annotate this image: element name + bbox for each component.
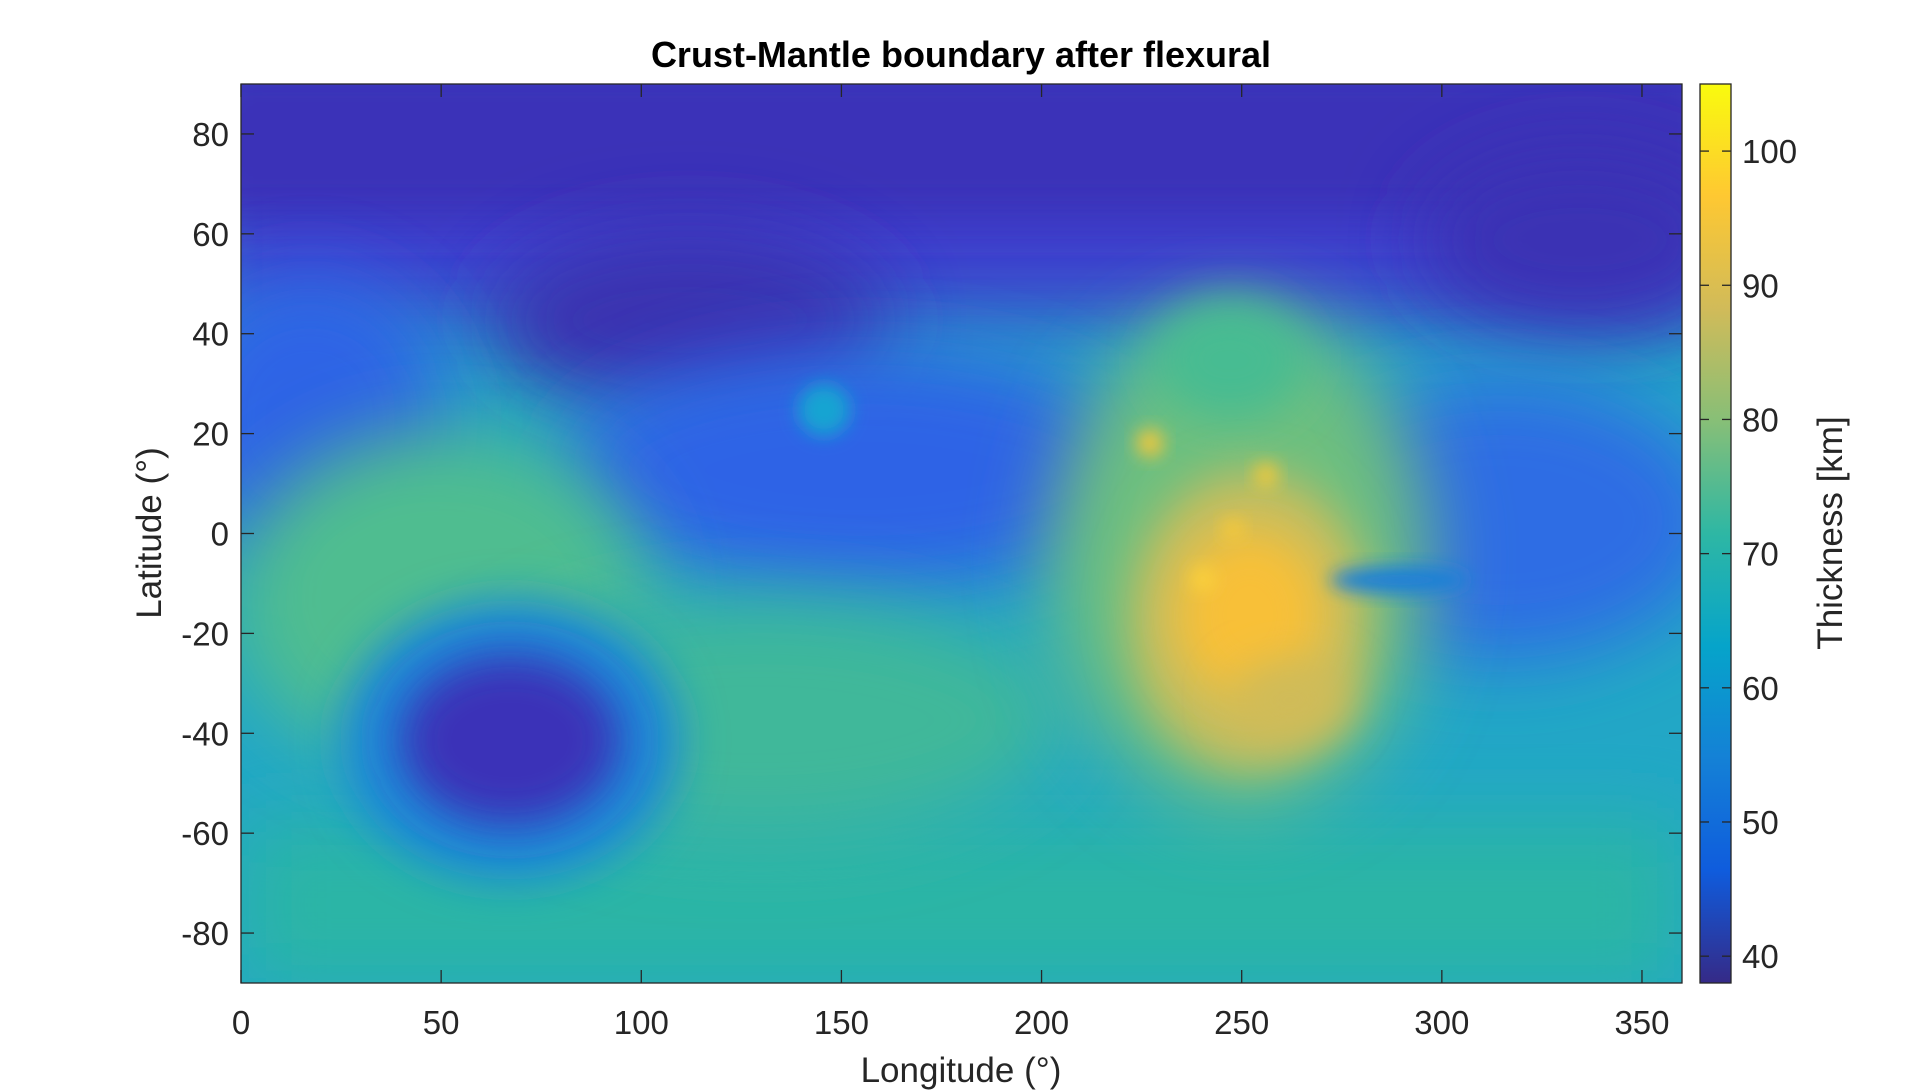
heatmap-layer <box>241 84 1682 983</box>
colorbar-tick-label: 50 <box>1742 804 1779 841</box>
heatmap-spot-227 <box>1137 429 1163 457</box>
chart-title: Crust-Mantle boundary after flexural <box>651 34 1271 75</box>
heatmap-basin-core <box>400 655 620 825</box>
x-tick-label: 250 <box>1214 1004 1269 1041</box>
x-tick-label: 0 <box>232 1004 250 1041</box>
x-tick-label: 350 <box>1614 1004 1669 1041</box>
heatmap-east-south-lobe <box>1230 660 1350 740</box>
x-tick-label: 150 <box>814 1004 869 1041</box>
heatmap-spot-248 <box>1223 519 1243 539</box>
x-ticks: 0 50 100 150 200 250 300 350 <box>232 84 1670 1041</box>
heatmap-canyon <box>1330 566 1470 594</box>
heatmap-blue-band-center <box>560 350 1160 590</box>
y-tick-label: -60 <box>181 815 229 852</box>
y-ticks: 80 60 40 20 0 -20 -40 -60 -80 <box>181 116 1682 952</box>
y-tick-label: -80 <box>181 915 229 952</box>
y-tick-label: 20 <box>192 416 229 453</box>
x-axis-label: Longitude (°) <box>861 1051 1062 1090</box>
heatmap-north-low-2 <box>1420 150 1682 330</box>
colorbar-tick-label: 40 <box>1742 938 1779 975</box>
y-tick-label: 60 <box>192 216 229 253</box>
colorbar-ticks: 100 90 80 70 60 50 40 <box>1700 133 1797 975</box>
x-tick-label: 300 <box>1414 1004 1469 1041</box>
x-tick-label: 200 <box>1014 1004 1069 1041</box>
colorbar <box>1699 83 1732 984</box>
x-tick-label: 50 <box>423 1004 460 1041</box>
x-tick-label: 100 <box>614 1004 669 1041</box>
colorbar-tick-label: 90 <box>1742 267 1779 304</box>
y-axis-label: Latitude (°) <box>130 447 169 619</box>
colorbar-tick-label: 100 <box>1742 133 1797 170</box>
colorbar-label: Thickness [km] <box>1811 416 1850 649</box>
colorbar-tick-label: 70 <box>1742 536 1779 573</box>
colorbar-tick-label: 60 <box>1742 670 1779 707</box>
y-tick-label: 80 <box>192 116 229 153</box>
heatmap-spot-240 <box>1191 567 1215 591</box>
y-tick-label: 40 <box>192 316 229 353</box>
y-tick-label: -20 <box>181 615 229 652</box>
heatmap-east-plateau-top <box>1155 300 1305 420</box>
y-tick-label: -40 <box>181 715 229 752</box>
y-tick-label: 0 <box>211 516 229 553</box>
colorbar-tick-label: 80 <box>1742 401 1779 438</box>
heatmap-spot-256 <box>1255 463 1277 487</box>
heatmap-spot-147 <box>798 384 850 436</box>
